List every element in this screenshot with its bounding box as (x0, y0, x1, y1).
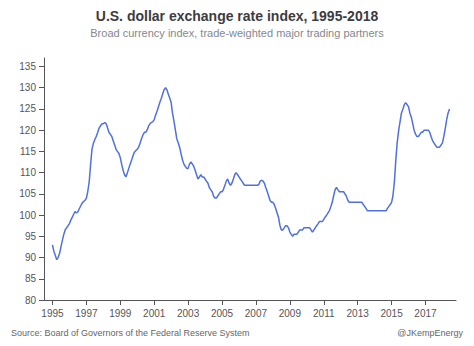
svg-text:2011: 2011 (313, 308, 335, 319)
svg-text:125: 125 (19, 103, 36, 114)
svg-text:80: 80 (25, 295, 37, 306)
svg-text:U.S. dollar exchange rate inde: U.S. dollar exchange rate index, 1995-20… (96, 8, 379, 24)
svg-text:2005: 2005 (211, 308, 234, 319)
svg-text:120: 120 (19, 125, 36, 136)
svg-text:2015: 2015 (380, 308, 403, 319)
svg-text:85: 85 (25, 273, 37, 284)
svg-text:Broad currency index, trade-we: Broad currency index, trade-weighted maj… (90, 27, 384, 39)
svg-text:1995: 1995 (41, 308, 64, 319)
svg-text:2003: 2003 (177, 308, 200, 319)
svg-text:2013: 2013 (347, 308, 370, 319)
svg-text:115: 115 (20, 146, 36, 157)
svg-text:1999: 1999 (109, 308, 132, 319)
svg-text:100: 100 (19, 210, 36, 221)
svg-text:2001: 2001 (143, 308, 166, 319)
svg-text:Source: Board of Governors of: Source: Board of Governors of the Federa… (11, 328, 250, 338)
svg-text:2017: 2017 (414, 308, 437, 319)
svg-text:105: 105 (19, 188, 36, 199)
svg-text:90: 90 (25, 252, 37, 263)
svg-text:110: 110 (20, 167, 36, 178)
svg-text:@JKempEnergy: @JKempEnergy (397, 328, 463, 338)
svg-text:130: 130 (19, 82, 36, 93)
svg-text:2007: 2007 (245, 308, 268, 319)
svg-text:2009: 2009 (279, 308, 302, 319)
svg-text:1997: 1997 (75, 308, 98, 319)
svg-text:95: 95 (25, 231, 37, 242)
svg-text:135: 135 (19, 61, 36, 72)
